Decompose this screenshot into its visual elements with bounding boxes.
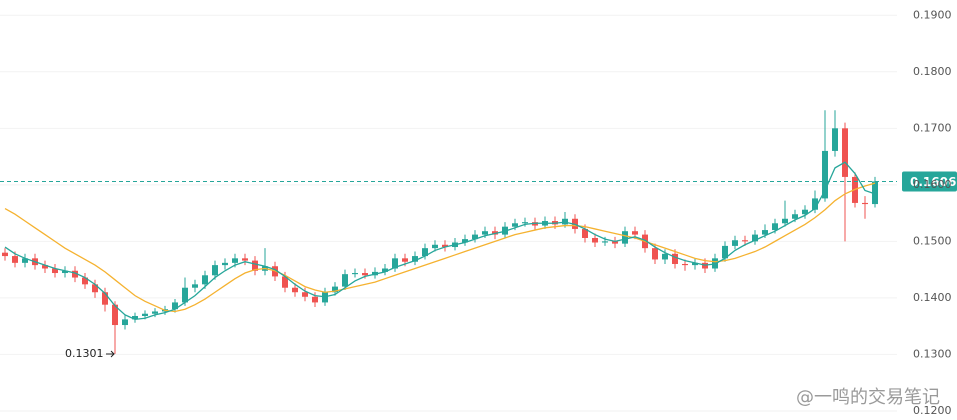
candle-body xyxy=(382,268,388,272)
candle-body xyxy=(72,270,78,278)
candle-body xyxy=(512,223,518,227)
y-tick-label: 0.1700 xyxy=(913,121,952,134)
candle-body xyxy=(422,248,428,257)
candle-body xyxy=(222,262,228,266)
watermark: @一鸣的交易笔记 xyxy=(796,387,940,408)
candle-body xyxy=(522,222,528,224)
candle-body xyxy=(62,270,68,274)
candle-body xyxy=(742,240,748,242)
y-tick-label: 0.1200 xyxy=(913,404,952,417)
y-tick-label: 0.1400 xyxy=(913,291,952,304)
candle-body xyxy=(652,248,658,260)
candle-body xyxy=(782,218,788,224)
candle-body xyxy=(802,209,808,215)
candle-body xyxy=(122,319,128,326)
candle-body xyxy=(302,292,308,297)
y-tick-label: 0.1900 xyxy=(913,8,952,21)
candle-body xyxy=(602,241,608,243)
candle-body xyxy=(612,241,618,244)
low-annotation: 0.1301 xyxy=(65,347,104,360)
candle-body xyxy=(482,231,488,235)
moving-average xyxy=(4,161,876,321)
candle-body xyxy=(22,258,28,263)
candle-body xyxy=(872,181,878,205)
candle-body xyxy=(152,311,158,314)
candle-body xyxy=(132,315,138,320)
candle-body xyxy=(52,268,58,274)
candle-body xyxy=(662,253,668,260)
candle-body xyxy=(592,237,598,243)
candle-body xyxy=(762,230,768,235)
candle-body xyxy=(82,277,88,285)
candle-body xyxy=(292,287,298,293)
moving-average xyxy=(4,182,876,313)
candle-body xyxy=(282,276,288,288)
candle-body xyxy=(232,258,238,263)
annotation-arrow xyxy=(106,350,115,358)
candle-body xyxy=(812,198,818,210)
y-tick-label: 0.1600 xyxy=(913,178,952,191)
candle-body xyxy=(622,231,628,244)
candle-body xyxy=(412,256,418,262)
candle-body xyxy=(182,287,188,303)
candle-body xyxy=(822,150,828,199)
candle-body xyxy=(92,284,98,293)
candle-body xyxy=(212,265,218,276)
candle-body xyxy=(442,244,448,248)
candle-body xyxy=(722,245,728,259)
candle-body xyxy=(12,256,18,263)
last-price-label: 0.1606 xyxy=(910,175,956,189)
candle-body xyxy=(102,292,108,305)
candle-body xyxy=(792,214,798,219)
candle-body xyxy=(2,252,8,257)
last-price-tag xyxy=(902,171,957,192)
candle-body xyxy=(402,258,408,262)
candle-body xyxy=(842,128,848,177)
candle-body xyxy=(112,304,118,326)
candle-body xyxy=(362,273,368,276)
candle-body xyxy=(862,202,868,205)
candle-body xyxy=(312,296,318,303)
candle-body xyxy=(692,262,698,266)
candle-body xyxy=(352,273,358,275)
candle-body xyxy=(342,274,348,287)
candle-body xyxy=(142,313,148,316)
candle-body xyxy=(632,231,638,235)
candle-body xyxy=(432,244,438,249)
y-tick-label: 0.1300 xyxy=(913,347,952,360)
y-tick-label: 0.1800 xyxy=(913,65,952,78)
candle-body xyxy=(582,228,588,238)
candle-body xyxy=(392,258,398,269)
candle-body xyxy=(252,260,258,271)
candle-body xyxy=(192,284,198,288)
candle-body xyxy=(332,286,338,293)
y-tick-label: 0.1500 xyxy=(913,234,952,247)
candle-body xyxy=(752,234,758,242)
candle-body xyxy=(462,239,468,243)
candle-body xyxy=(682,263,688,266)
candle-body xyxy=(832,128,838,151)
candle-body xyxy=(242,258,248,261)
candle-body xyxy=(172,302,178,310)
candle-body xyxy=(472,234,478,240)
candle-body xyxy=(202,275,208,285)
candle-body xyxy=(732,240,738,246)
candle-body xyxy=(672,253,678,264)
last-price: 0.1606 xyxy=(0,171,957,192)
candle-body xyxy=(772,223,778,231)
candle-body xyxy=(42,265,48,269)
